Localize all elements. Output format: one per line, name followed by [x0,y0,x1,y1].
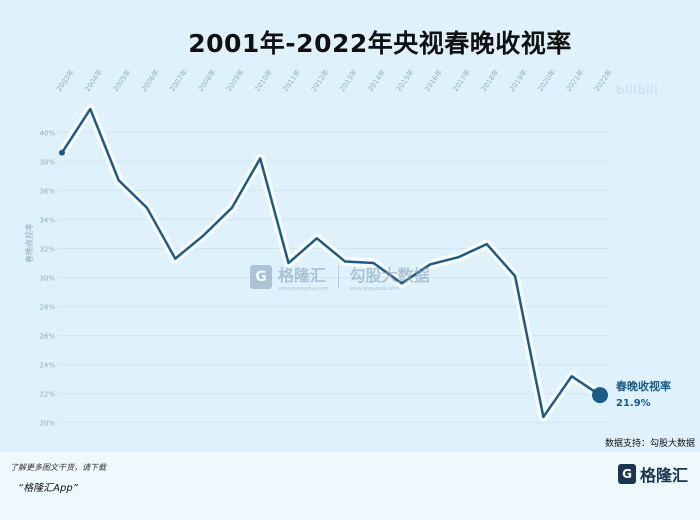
end-series-label: 春晚收视率 [616,379,671,393]
y-tick-label: 28% [39,304,55,312]
y-tick-label: 40% [39,129,55,137]
y-axis-label: 春晚收视率 [24,223,34,263]
x-tick-label: 2013年 [337,68,359,94]
y-tick-label: 38% [39,158,55,166]
data-point [592,387,608,404]
x-tick-label: 2015年 [394,68,416,94]
x-tick-label: 2011年 [281,68,303,94]
y-tick-label: 26% [39,333,55,341]
x-tick-label: 2019年 [507,68,529,94]
page-title: 2001年-2022年央视春晚收视率 [188,29,572,58]
x-tick-label: 2014年 [366,68,388,94]
x-tick-label: 2016年 [422,68,444,94]
promo-app-name[interactable]: “格隆汇App” [18,483,78,494]
x-tick-label: 2004年 [83,68,105,94]
watermark-partner: 勾股大数据 [349,266,430,285]
promo-text: 了解更多图文干货，请下载 [10,463,106,472]
x-tick-label: 2006年 [139,68,161,94]
x-tick-label: 2008年 [196,68,218,94]
x-tick-label: 2009年 [224,68,246,94]
x-tick-label: 2018年 [479,68,501,94]
x-tick-label: 2022年 [592,68,614,94]
data-source: 数据支持：勾股大数据 [605,439,696,449]
x-tick-label: 2012年 [309,68,331,94]
y-tick-label: 36% [39,187,55,195]
y-tick-label: 24% [39,362,55,370]
end-value-label: 21.9% [616,398,651,409]
x-tick-label: 2003年 [54,68,76,94]
y-tick-label: 22% [39,391,55,399]
logo-text: 格隆汇 [640,466,689,485]
watermark-partner-url: www.gogudata.com [349,286,399,292]
y-tick-label: 20% [39,420,55,428]
y-tick-label: 34% [39,216,55,224]
x-tick-label: 2010年 [252,68,274,94]
watermark-brand-url: www.gelonghui.com [278,286,329,292]
y-tick-label: 30% [39,275,55,283]
x-tick-label: 2005年 [111,68,133,94]
y-tick-label: 32% [39,245,55,253]
series-line [60,107,601,419]
data-point [59,149,65,156]
line-chart: 20% 22% 24% 26% 28% 30% 32% 34% 36% 38% 40% 春晚收视率 20… [24,68,671,428]
x-tick-label: 2017年 [451,68,473,94]
bilibili-watermark: bilibili [616,83,658,97]
watermark-divider [338,265,340,289]
footer [0,452,700,520]
watermark-brand: 格隆汇 [278,266,327,285]
x-tick-label: 2020年 [536,68,558,94]
G-logo-icon: G [618,464,636,484]
watermark-logo-icon: G [250,265,272,289]
x-tick-label: 2021年 [564,68,586,94]
x-tick-label: 2007年 [168,68,190,94]
center-watermark: G 格隆汇 www.gelonghui.com 勾股大数据 www.goguda… [250,262,429,292]
footer-logo[interactable]: G 格隆汇 [618,462,688,486]
